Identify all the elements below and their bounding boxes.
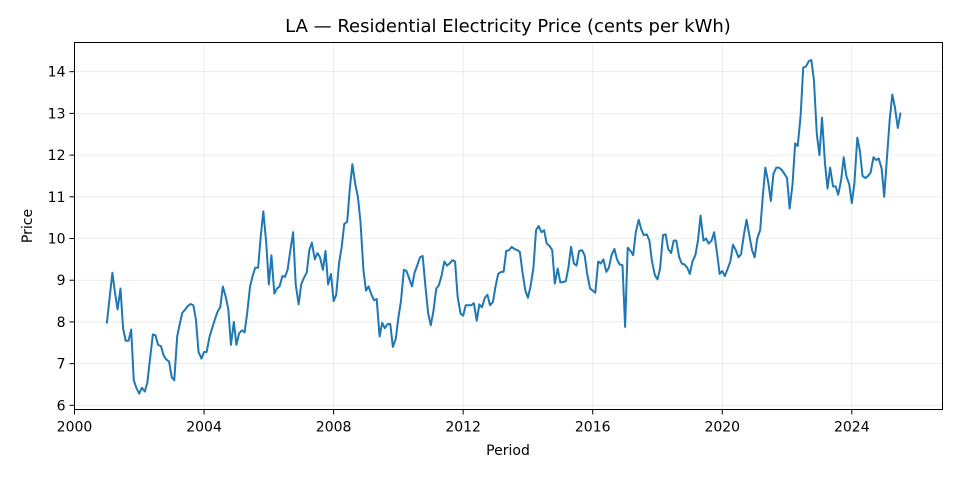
x-tick-label: 2024 [834, 420, 870, 436]
y-tick-label: 8 [57, 315, 66, 331]
tick-layer: 2000 2004 2008 2012 2016 2020 2024 6 7 8 9 10 11 12 13… [48, 65, 870, 436]
y-axis-label: Price [20, 209, 36, 243]
y-tick-label: 9 [57, 273, 66, 289]
x-tick-label: 2004 [186, 420, 222, 436]
y-tick-label: 7 [57, 357, 66, 373]
chart-title: LA — Residential Electricity Price (cent… [285, 16, 731, 37]
y-tick-label: 10 [48, 232, 66, 248]
y-tick-label: 14 [48, 65, 66, 81]
x-tick-label: 2012 [445, 420, 481, 436]
grid-layer [74, 42, 943, 410]
x-tick-label: 2000 [57, 420, 93, 436]
x-tick-label: 2008 [316, 420, 352, 436]
y-tick-label: 12 [48, 148, 66, 164]
y-tick-label: 13 [48, 106, 66, 122]
x-tick-label: 2016 [575, 420, 611, 436]
series-line [105, 59, 902, 395]
y-tick-label: 6 [57, 398, 66, 414]
x-tick-label: 2020 [704, 420, 740, 436]
y-tick-label: 11 [48, 190, 66, 206]
plot-frame [74, 42, 943, 410]
x-axis-label: Period [486, 443, 530, 459]
